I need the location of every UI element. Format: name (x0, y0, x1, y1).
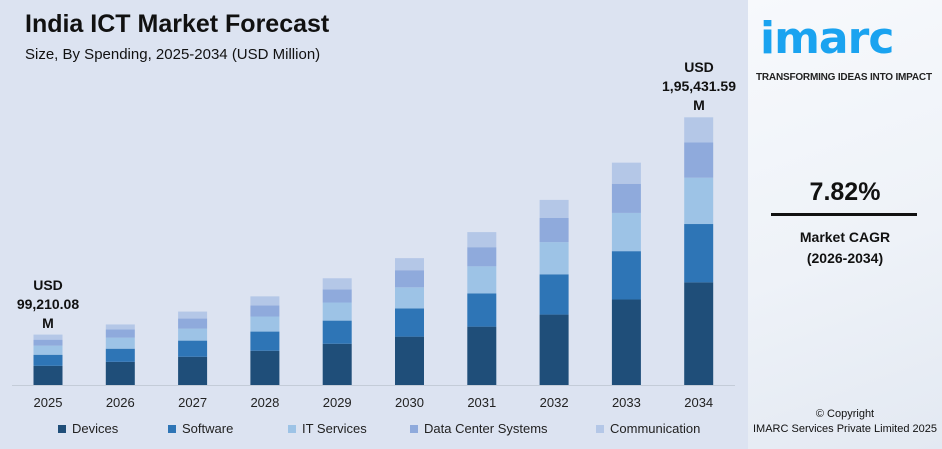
copyright-line2: IMARC Services Private Limited 2025 (752, 423, 937, 435)
bar-segment-devices-2031 (467, 326, 497, 385)
annotation-line: M (42, 315, 54, 331)
bar-segment-data-center-systems-2029 (322, 289, 352, 303)
bar-segment-data-center-systems-2034 (684, 142, 714, 178)
x-tick-label: 2032 (540, 395, 569, 410)
bar-segment-data-center-systems-2025 (33, 339, 63, 346)
annotation-line: USD (684, 59, 714, 75)
legend-item: Communication (596, 421, 700, 436)
x-tick-label: 2034 (684, 395, 713, 410)
chart-title: India ICT Market Forecast (25, 10, 330, 38)
bar-segment-software-2026 (105, 348, 135, 362)
bar-segment-data-center-systems-2031 (467, 247, 497, 267)
bar-segment-devices-2032 (539, 314, 569, 385)
legend-label: IT Services (302, 421, 367, 436)
bar-segment-it-services-2026 (105, 337, 135, 349)
bar-segment-it-services-2031 (467, 266, 497, 294)
bar-segment-communication-2028 (250, 296, 280, 306)
cagr-label-line1: Market CAGR (799, 229, 891, 245)
x-tick-label: 2031 (467, 395, 496, 410)
legend-label: Devices (72, 421, 119, 436)
bar-segment-devices-2033 (611, 299, 641, 385)
bar-segment-it-services-2034 (684, 177, 714, 225)
bar-segment-software-2030 (395, 308, 424, 337)
bar-segment-communication-2034 (684, 117, 714, 143)
bar-segment-software-2032 (539, 274, 569, 315)
x-tick-label: 2030 (395, 395, 424, 410)
bar-segment-data-center-systems-2030 (395, 270, 424, 288)
legend-item: Data Center Systems (410, 421, 548, 436)
bar-segment-communication-2029 (322, 278, 352, 290)
bar-segment-it-services-2032 (539, 242, 569, 275)
legend-swatch (288, 424, 296, 433)
bar-segment-devices-2034 (684, 282, 714, 385)
legend: Devices Software IT Services Data Center Sy… (0, 421, 748, 437)
annotation-line: M (693, 97, 705, 113)
stacked-bar-chart: 2025 2026 2027 2028 2029 2030 2031 2032 2033 2034 (12, 117, 735, 410)
x-tick-label: 2029 (323, 395, 352, 410)
bar-segment-data-center-systems-2027 (178, 318, 208, 329)
bar-segment-devices-2027 (178, 356, 208, 385)
brand-tagline: TRANSFORMING IDEAS INTO IMPACT (756, 72, 932, 83)
copyright: © Copyright IMARC Services Private Limit… (748, 407, 942, 437)
bar-segment-data-center-systems-2026 (105, 329, 135, 338)
chart-subtitle: Size, By Spending, 2025-2034 (USD Millio… (25, 46, 321, 63)
bar-segment-data-center-systems-2032 (539, 217, 569, 243)
legend-label: Software (182, 421, 234, 436)
cagr-label-line2: (2026-2034) (806, 250, 884, 266)
bar-segment-software-2033 (611, 251, 641, 300)
bar-segment-software-2028 (250, 331, 280, 351)
bar-segment-communication-2031 (467, 232, 497, 248)
annotation-line: 99,210.08 (16, 296, 80, 312)
bar-segment-data-center-systems-2033 (611, 183, 641, 213)
annotation-2034: USD 1,95,431.59 M (649, 58, 749, 115)
cagr-label: Market CAGR (2026-2034) (748, 227, 942, 269)
divider (771, 213, 917, 216)
bar-segment-software-2027 (178, 340, 208, 357)
legend-swatch (168, 424, 176, 433)
legend-label: Communication (610, 421, 701, 436)
bar-segment-communication-2030 (395, 258, 424, 271)
annotation-2025: USD 99,210.08 M (8, 276, 88, 333)
legend-label: Data Center Systems (424, 421, 548, 436)
bar-segment-it-services-2025 (33, 345, 63, 355)
info-panel: imarc TRANSFORMING IDEAS INTO IMPACT 7.8… (748, 0, 942, 449)
x-tick-label: 2033 (612, 395, 641, 410)
bar-segment-data-center-systems-2028 (250, 305, 280, 317)
bar-segment-devices-2026 (105, 361, 135, 385)
bar-segment-communication-2027 (178, 311, 208, 319)
legend-item: IT Services (288, 421, 367, 436)
bar-segment-communication-2033 (611, 162, 641, 184)
bar-segment-it-services-2033 (611, 212, 641, 252)
annotation-line: 1,95,431.59 (662, 78, 736, 94)
x-tick-label: 2025 (34, 395, 63, 410)
bar-segment-software-2034 (684, 224, 714, 283)
annotation-line: USD (33, 277, 63, 293)
bar-segment-software-2031 (467, 293, 497, 327)
bar-segment-it-services-2029 (322, 302, 352, 321)
x-tick-label: 2026 (106, 395, 135, 410)
bar-segment-it-services-2028 (250, 316, 280, 332)
bar-segment-it-services-2027 (178, 328, 208, 341)
bar-segment-communication-2026 (105, 324, 135, 330)
chart-panel: India ICT Market Forecast Size, By Spend… (0, 10, 749, 437)
legend-swatch (58, 424, 66, 433)
bar-segment-communication-2032 (539, 199, 569, 218)
bar-segment-software-2029 (322, 320, 352, 344)
legend-item: Devices (58, 421, 118, 436)
bar-segment-devices-2028 (250, 350, 280, 385)
copyright-line1: © Copyright (815, 408, 875, 420)
x-tick-label: 2027 (178, 395, 207, 410)
bar-segment-devices-2025 (33, 365, 63, 385)
imarc-logo: imarc (760, 13, 894, 64)
bar-segment-software-2025 (33, 354, 63, 366)
bar-segment-devices-2030 (395, 336, 424, 385)
legend-item: Software (168, 421, 233, 436)
bar-segment-it-services-2030 (395, 287, 424, 309)
bar-segment-communication-2025 (33, 334, 63, 340)
legend-swatch (596, 424, 604, 433)
legend-swatch (410, 424, 418, 433)
bar-segment-devices-2029 (322, 343, 352, 385)
x-tick-label: 2028 (250, 395, 279, 410)
cagr-value: 7.82% (809, 178, 881, 206)
